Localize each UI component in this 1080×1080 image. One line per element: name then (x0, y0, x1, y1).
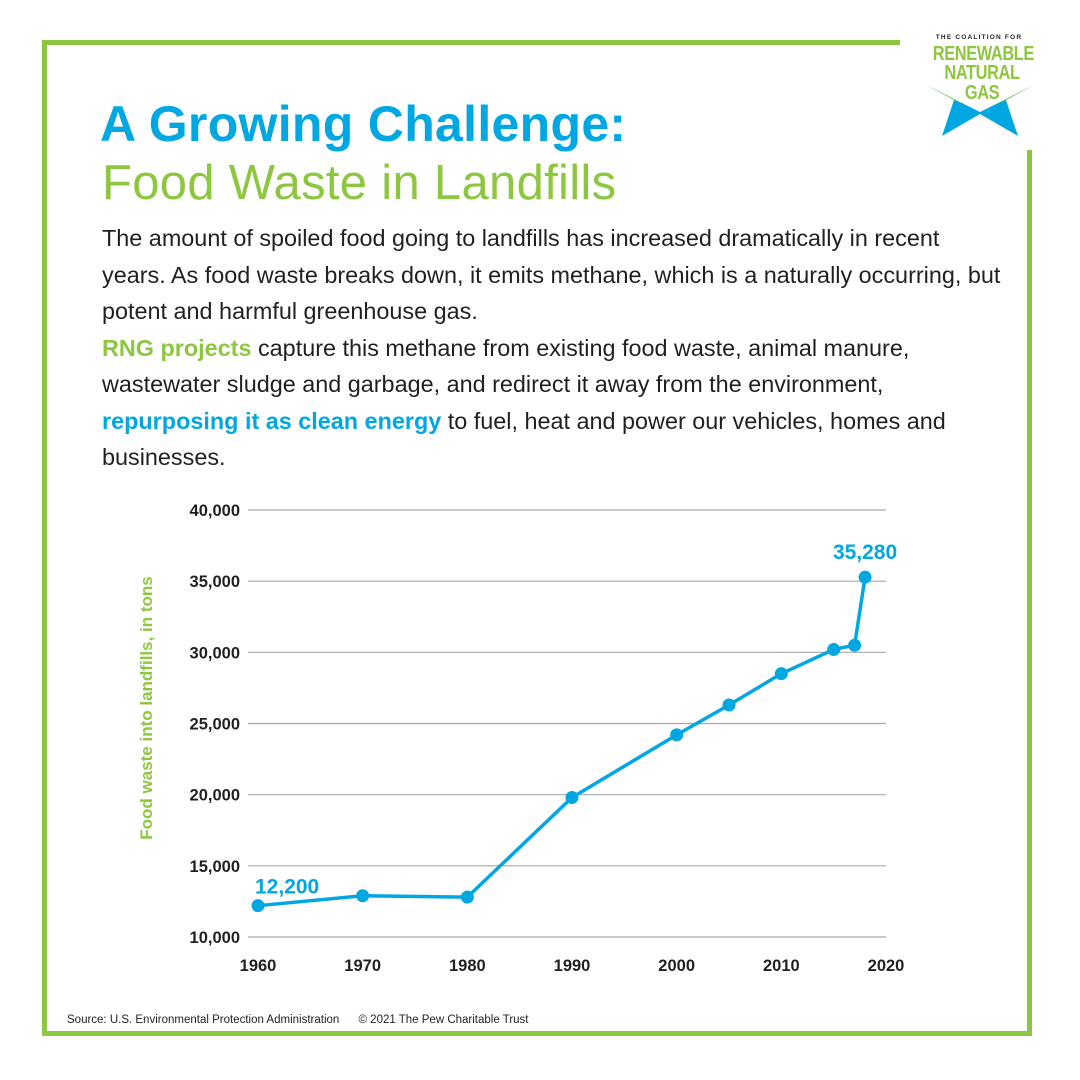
series-line (257, 576, 867, 908)
y-axis-label: Food waste into landfills, in tons (137, 576, 156, 840)
logo-line-2: NATURAL GAS (944, 62, 1020, 104)
data-point (670, 728, 684, 742)
x-tick-label: 2000 (658, 957, 695, 975)
paragraph-1: The amount of spoiled food going to land… (102, 225, 1001, 324)
border-frame (42, 40, 1032, 1036)
x-tick-label: 1960 (240, 957, 277, 975)
y-tick-label: 35,000 (190, 573, 240, 591)
logo-bird-icon (928, 86, 1032, 136)
copyright-note: © 2021 The Pew Charitable Trust (358, 1014, 529, 1026)
page-title: A Growing Challenge: (100, 96, 627, 152)
data-point (827, 642, 841, 656)
body-text: The amount of spoiled food going to land… (102, 220, 1002, 476)
data-point (774, 667, 788, 681)
y-tick-label: 30,000 (190, 644, 240, 662)
y-tick-label: 25,000 (190, 716, 240, 734)
data-point (565, 791, 579, 805)
data-point (722, 698, 736, 712)
paragraph-2: RNG projects capture this methane from e… (102, 330, 1002, 476)
x-tick-label: 1990 (554, 957, 591, 975)
y-tick-label: 10,000 (190, 929, 240, 947)
x-tick-label: 1980 (449, 957, 486, 975)
frame-gap (900, 30, 1050, 150)
rng-coalition-logo: THE COALITION FOR RENEWABLE NATURAL GAS (914, 34, 1044, 144)
logo-tagline: THE COALITION FOR (935, 34, 1023, 41)
y-tick-label: 40,000 (190, 502, 240, 520)
data-point (858, 570, 872, 584)
clean-energy-highlight: repurposing it as clean energy (102, 407, 442, 434)
paragraph-2-text: capture this methane from existing food … (102, 334, 910, 398)
x-tick-label: 1970 (344, 957, 381, 975)
footer: Source: U.S. Environmental Protection Ad… (67, 1014, 545, 1026)
data-label: 35,280 (833, 541, 897, 564)
page-subtitle: Food Waste in Landfills (102, 156, 617, 210)
y-tick-label: 20,000 (190, 787, 240, 805)
source-note: Source: U.S. Environmental Protection Ad… (67, 1014, 340, 1026)
data-point (460, 890, 474, 904)
x-tick-label: 2010 (763, 957, 800, 975)
data-point (848, 638, 862, 652)
logo-line-1: RENEWABLE (932, 43, 1035, 65)
paragraph-2-end: to fuel, heat and power our vehicles, ho… (102, 407, 946, 471)
y-tick-label: 15,000 (190, 858, 240, 876)
data-point (251, 899, 265, 913)
data-label: 12,200 (255, 876, 319, 899)
data-point (356, 889, 370, 903)
x-tick-label: 2020 (868, 957, 905, 975)
rng-projects-highlight: RNG projects (102, 334, 252, 361)
